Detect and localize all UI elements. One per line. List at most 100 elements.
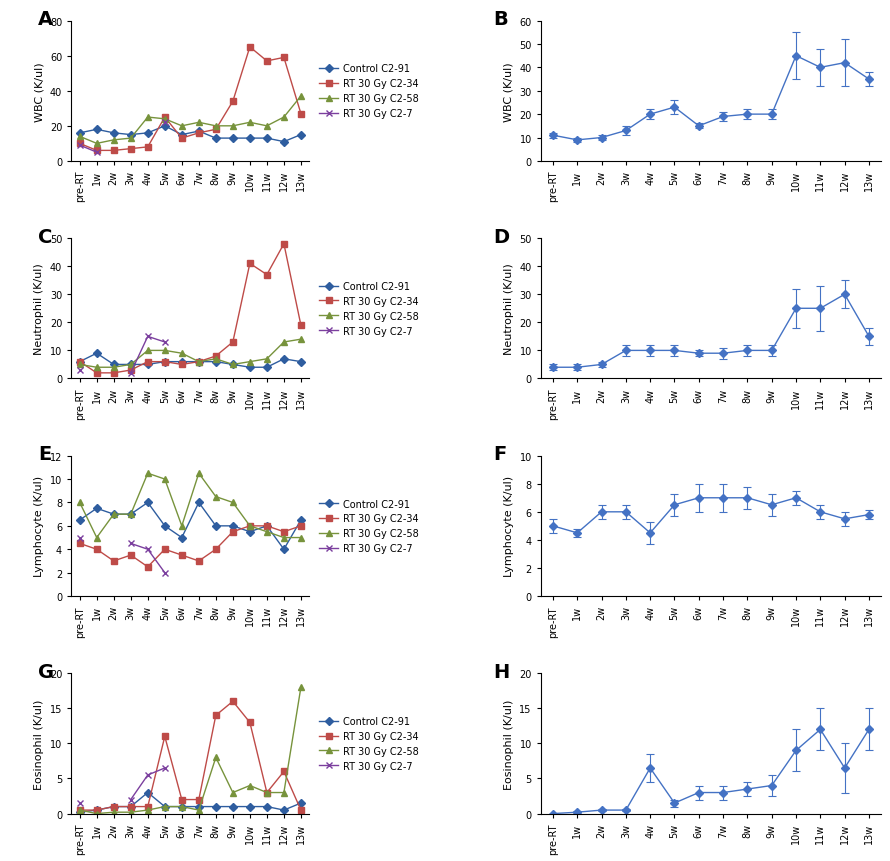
RT 30 Gy C2-58 [295,335,306,345]
RT 30 Gy C2-7 [159,567,170,578]
RT 30 Gy C2-34 [92,805,102,815]
RT 30 Gy C2-34 [279,527,289,537]
Control C2-91 [193,802,204,812]
Text: G: G [38,662,54,681]
Control C2-91 [245,362,255,373]
RT 30 Gy C2-34 [75,539,85,549]
Control C2-91 [92,805,102,815]
Control C2-91 [193,127,204,137]
RT 30 Gy C2-58 [176,349,187,359]
RT 30 Gy C2-58 [176,802,187,812]
RT 30 Gy C2-58 [279,533,289,543]
Line: RT 30 Gy C2-7: RT 30 Gy C2-7 [77,121,167,156]
Control C2-91 [176,533,187,543]
RT 30 Gy C2-7 [159,338,170,348]
Control C2-91 [142,788,153,798]
RT 30 Gy C2-7 [142,544,153,554]
RT 30 Gy C2-58 [125,360,136,370]
Y-axis label: WBC (K/ul): WBC (K/ul) [504,62,514,121]
Control C2-91 [295,130,306,140]
Control C2-91 [75,357,85,368]
Control C2-91 [92,504,102,514]
RT 30 Gy C2-58 [109,135,119,146]
Control C2-91 [295,515,306,525]
RT 30 Gy C2-34 [92,369,102,379]
RT 30 Gy C2-34 [262,57,272,67]
Control C2-91 [109,510,119,520]
RT 30 Gy C2-58 [245,357,255,368]
RT 30 Gy C2-7 [142,331,153,342]
RT 30 Gy C2-58 [92,362,102,373]
Line: RT 30 Gy C2-34: RT 30 Gy C2-34 [77,523,303,570]
RT 30 Gy C2-34 [279,239,289,250]
RT 30 Gy C2-34 [262,270,272,281]
Line: RT 30 Gy C2-58: RT 30 Gy C2-58 [77,94,303,147]
RT 30 Gy C2-58 [75,132,85,142]
RT 30 Gy C2-58 [109,362,119,373]
RT 30 Gy C2-7 [125,369,136,379]
RT 30 Gy C2-58 [228,498,239,508]
Control C2-91 [75,128,85,139]
RT 30 Gy C2-58 [142,805,153,815]
Control C2-91 [211,802,222,812]
RT 30 Gy C2-34 [125,365,136,375]
RT 30 Gy C2-34 [295,805,306,815]
RT 30 Gy C2-58 [295,682,306,692]
RT 30 Gy C2-34 [245,521,255,531]
Text: H: H [493,662,509,681]
Legend: Control C2-91, RT 30 Gy C2-34, RT 30 Gy C2-58, RT 30 Gy C2-7: Control C2-91, RT 30 Gy C2-34, RT 30 Gy … [319,716,419,771]
RT 30 Gy C2-58 [262,527,272,537]
RT 30 Gy C2-34 [92,544,102,554]
Control C2-91 [159,121,170,132]
RT 30 Gy C2-34 [228,697,239,707]
RT 30 Gy C2-58 [75,360,85,370]
RT 30 Gy C2-58 [159,346,170,356]
RT 30 Gy C2-58 [262,788,272,798]
RT 30 Gy C2-7 [125,539,136,549]
RT 30 Gy C2-58 [92,139,102,149]
RT 30 Gy C2-34 [295,320,306,331]
RT 30 Gy C2-58 [142,346,153,356]
RT 30 Gy C2-58 [279,788,289,798]
Legend: Control C2-91, RT 30 Gy C2-34, RT 30 Gy C2-58, RT 30 Gy C2-7: Control C2-91, RT 30 Gy C2-34, RT 30 Gy … [319,499,419,554]
RT 30 Gy C2-34 [228,527,239,537]
Control C2-91 [125,360,136,370]
RT 30 Gy C2-34 [125,550,136,561]
Line: RT 30 Gy C2-7: RT 30 Gy C2-7 [77,334,167,376]
RT 30 Gy C2-34 [142,357,153,368]
Control C2-91 [245,527,255,537]
Control C2-91 [295,798,306,808]
Control C2-91 [176,130,187,140]
RT 30 Gy C2-34 [245,717,255,728]
RT 30 Gy C2-34 [193,556,204,567]
RT 30 Gy C2-34 [279,53,289,64]
RT 30 Gy C2-34 [211,544,222,554]
Control C2-91 [193,357,204,368]
RT 30 Gy C2-7 [75,798,85,808]
RT 30 Gy C2-58 [228,788,239,798]
Control C2-91 [262,521,272,531]
Control C2-91 [125,510,136,520]
Control C2-91 [279,544,289,554]
Line: Control C2-91: Control C2-91 [77,500,303,553]
RT 30 Gy C2-7 [75,533,85,543]
RT 30 Gy C2-34 [245,259,255,269]
Control C2-91 [228,521,239,531]
RT 30 Gy C2-58 [228,360,239,370]
RT 30 Gy C2-34 [92,146,102,157]
Control C2-91 [176,357,187,368]
RT 30 Gy C2-58 [211,121,222,132]
RT 30 Gy C2-34 [75,139,85,149]
Control C2-91 [279,354,289,364]
Y-axis label: WBC (K/ul): WBC (K/ul) [34,62,44,121]
Y-axis label: Lymphocyte (K/ul): Lymphocyte (K/ul) [34,476,44,577]
RT 30 Gy C2-34 [109,802,119,812]
RT 30 Gy C2-58 [75,498,85,508]
Line: RT 30 Gy C2-7: RT 30 Gy C2-7 [77,765,167,806]
Control C2-91 [92,349,102,359]
Control C2-91 [92,125,102,135]
Y-axis label: Neutrophil (K/ul): Neutrophil (K/ul) [34,263,44,355]
RT 30 Gy C2-34 [159,357,170,368]
Control C2-91 [279,137,289,147]
Control C2-91 [193,498,204,508]
